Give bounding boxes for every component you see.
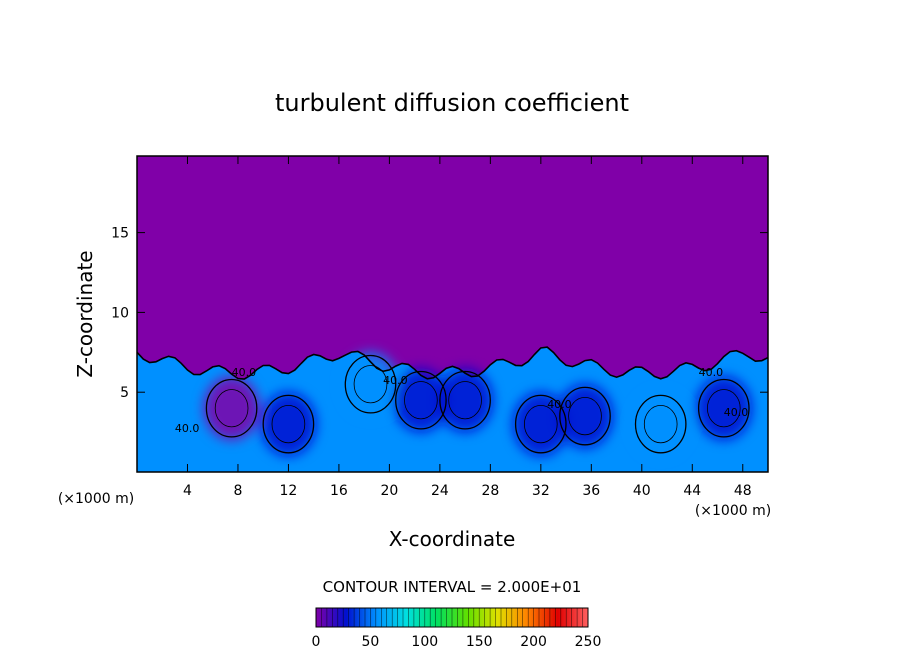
- contour-line: [634, 394, 687, 454]
- x-tick-label: 48: [734, 483, 752, 499]
- contour-line: [559, 386, 611, 446]
- contour-line: [523, 404, 558, 444]
- contour-interval-label: CONTOUR INTERVAL = 2.000E+01: [323, 578, 582, 596]
- x-axis-title: X-coordinate: [389, 527, 516, 551]
- colorbar-tick-label: 50: [361, 634, 379, 650]
- contour-label: 40.0: [232, 366, 257, 379]
- contour-line: [514, 394, 567, 454]
- y-unit-label: (×1000 m): [58, 491, 134, 507]
- contour-label: 40.0: [724, 406, 749, 419]
- contour-line: [271, 404, 306, 444]
- contour-line: [448, 381, 482, 420]
- contour-line: [568, 396, 602, 436]
- plot-frame: [136, 155, 769, 473]
- x-tick-label: 8: [233, 483, 242, 499]
- colorbar-tick-label: 100: [411, 634, 438, 650]
- diffusion-field: [137, 347, 768, 472]
- x-tick-label: 44: [683, 483, 701, 499]
- contour-label: 40.0: [699, 366, 724, 379]
- contour-line: [344, 354, 397, 414]
- x-tick-label: 36: [582, 483, 600, 499]
- eddy-cell: [557, 384, 613, 448]
- colorbar-stripes: [321, 608, 583, 627]
- contour-line: [697, 378, 750, 438]
- contour-line: [353, 365, 388, 404]
- x-tick-label: 20: [380, 483, 398, 499]
- contour-line: [404, 381, 438, 420]
- x-unit-label: (×1000 m): [695, 503, 771, 519]
- y-tick-label: 5: [120, 385, 129, 401]
- y-tick-label: 10: [111, 305, 129, 321]
- y-tick-label: 15: [111, 226, 129, 242]
- eddy-cell: [513, 392, 569, 456]
- x-tick-label: 24: [431, 483, 449, 499]
- chart-title: turbulent diffusion coefficient: [275, 89, 629, 117]
- colorbar-tick-label: 250: [575, 634, 602, 650]
- eddy-cell: [342, 352, 399, 417]
- colorbar-ticks: 0 50 100 150 200 250: [312, 634, 602, 650]
- x-tick-label: 32: [532, 483, 550, 499]
- eddy-cell: [437, 368, 493, 433]
- colorbar-tick-label: 200: [520, 634, 547, 650]
- x-tick-label: 28: [481, 483, 499, 499]
- colorbar-tick-label: 150: [466, 634, 493, 650]
- contour-line: [706, 389, 741, 428]
- x-tick-label: 4: [183, 483, 192, 499]
- contour-boundary: [137, 346, 768, 380]
- contour-lines: 40.0 40.0 40.0 40.0 40.0 40.0: [137, 346, 768, 454]
- x-axis: 4 8 12 16 20 24 28 32 36 40 44 48: [183, 156, 752, 499]
- eddy-cell: [260, 392, 317, 456]
- x-tick-label: 16: [330, 483, 348, 499]
- x-tick-label: 40: [633, 483, 651, 499]
- eddy-cell: [203, 376, 260, 441]
- contour-line: [214, 389, 249, 428]
- y-axis-title: Z-coordinate: [73, 250, 97, 377]
- y-axis: 5 10 15: [111, 226, 768, 401]
- colorbar-tick-label: 0: [312, 634, 321, 650]
- eddy-cell: [393, 368, 449, 433]
- contour-line: [395, 370, 447, 430]
- eddy-cell: [632, 392, 689, 456]
- contour-line: [205, 378, 258, 438]
- contour-label: 40.0: [383, 374, 408, 387]
- x-tick-label: 12: [280, 483, 298, 499]
- contour-label: 40.0: [547, 398, 572, 411]
- contour-label: 40.0: [175, 422, 200, 435]
- contour-line: [439, 370, 491, 430]
- contour-line: [262, 394, 315, 454]
- contour-line: [643, 404, 678, 444]
- eddy-cell: [696, 376, 752, 441]
